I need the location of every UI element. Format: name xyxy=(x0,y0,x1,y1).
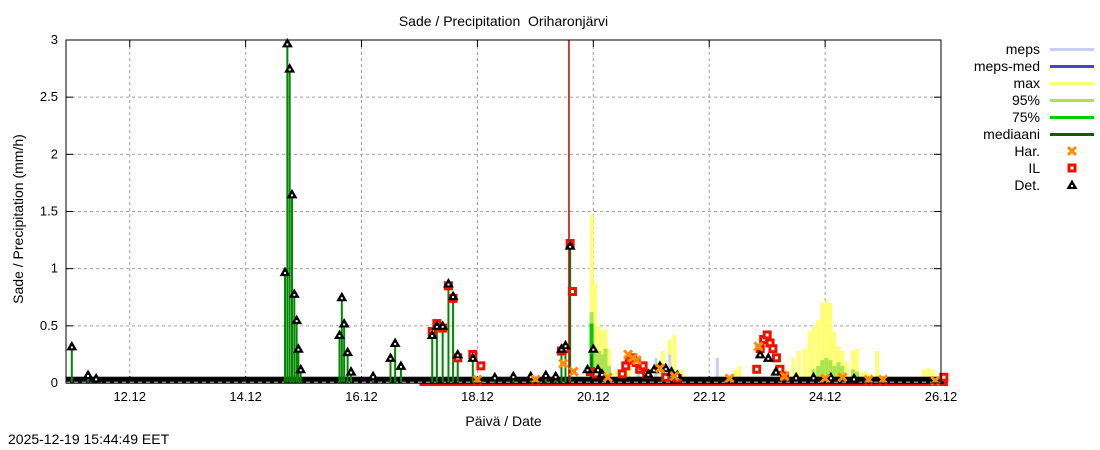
legend-item-meps: meps xyxy=(946,40,1096,57)
svg-text:22.12: 22.12 xyxy=(693,389,726,404)
p75-line-sample xyxy=(1048,110,1096,124)
legend-label: Har. xyxy=(1014,142,1040,159)
svg-text:0: 0 xyxy=(51,375,58,390)
svg-text:26.12: 26.12 xyxy=(925,389,958,404)
legend-item-95pct: 95% xyxy=(946,91,1096,108)
mediaani-line-sample xyxy=(1048,127,1096,141)
svg-text:0.5: 0.5 xyxy=(40,318,58,333)
svg-text:1: 1 xyxy=(51,261,58,276)
generation-timestamp: 2025-12-19 15:44:49 EET xyxy=(8,431,170,447)
legend-label: meps-med xyxy=(973,57,1040,74)
legend-item-har: Har. xyxy=(946,142,1096,159)
max-line-sample xyxy=(1048,76,1096,90)
x-axis-label: Päivä / Date xyxy=(465,413,542,429)
svg-text:3: 3 xyxy=(51,32,58,47)
legend-label: meps xyxy=(1005,40,1040,57)
legend-label: 95% xyxy=(1011,91,1040,108)
chart-title: Sade / Precipitation Oriharonjärvi xyxy=(398,13,609,29)
p95-line-sample xyxy=(1048,93,1096,107)
legend-label: mediaani xyxy=(983,125,1040,142)
meps-med-line-sample xyxy=(1048,59,1096,73)
legend-label: IL xyxy=(1028,159,1040,176)
legend-label: 75% xyxy=(1011,108,1040,125)
svg-text:16.12: 16.12 xyxy=(345,389,378,404)
legend-item-75pct: 75% xyxy=(946,108,1096,125)
legend-item-det: Det. xyxy=(946,176,1096,193)
chart-legend: meps meps-med max 95% 75% mediaani Har. xyxy=(946,40,1096,193)
legend-label: max xyxy=(1013,74,1040,91)
svg-text:2.5: 2.5 xyxy=(40,89,58,104)
har-cross-icon xyxy=(1048,144,1096,158)
svg-text:12.12: 12.12 xyxy=(113,389,146,404)
legend-item-meps-med: meps-med xyxy=(946,57,1096,74)
legend-label: Det. xyxy=(1014,176,1040,193)
legend-item-mediaani: mediaani xyxy=(946,125,1096,142)
legend-item-max: max xyxy=(946,74,1096,91)
svg-text:20.12: 20.12 xyxy=(577,389,610,404)
meps-line-sample xyxy=(1048,42,1096,56)
svg-text:18.12: 18.12 xyxy=(461,389,494,404)
svg-text:2: 2 xyxy=(51,146,58,161)
il-square-icon xyxy=(1048,161,1096,175)
svg-text:1.5: 1.5 xyxy=(40,204,58,219)
legend-item-il: IL xyxy=(946,159,1096,176)
svg-text:14.12: 14.12 xyxy=(229,389,262,404)
y-axis-label: Sade / Precipitation (mm/h) xyxy=(10,134,26,304)
det-triangle-icon xyxy=(1048,178,1096,192)
svg-text:24.12: 24.12 xyxy=(809,389,842,404)
